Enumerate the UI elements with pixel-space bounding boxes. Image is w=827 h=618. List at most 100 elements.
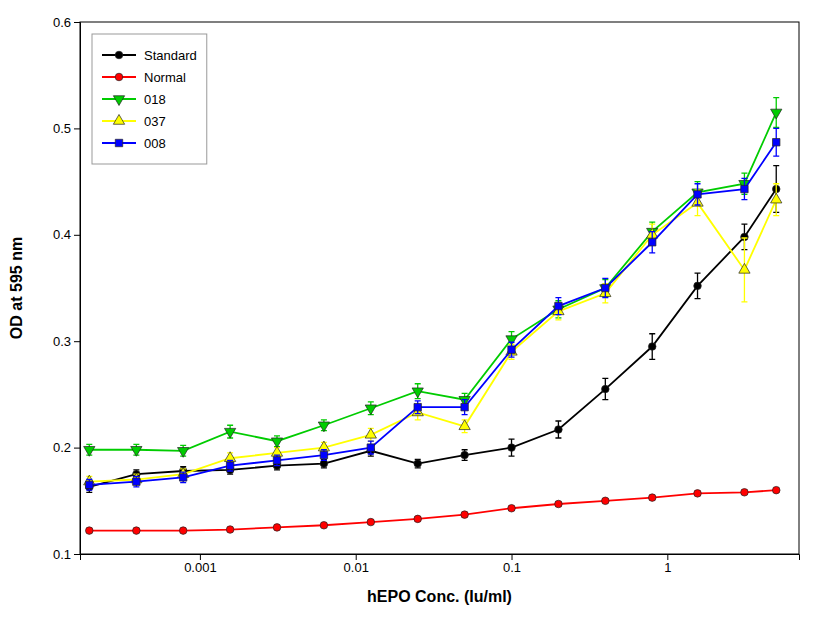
error-bar bbox=[509, 439, 515, 456]
series-line bbox=[89, 189, 776, 487]
point bbox=[771, 193, 782, 203]
x-axis-title: hEPO Conc. (Iu/ml) bbox=[367, 588, 512, 605]
point bbox=[461, 451, 469, 459]
tick-label: 0.4 bbox=[53, 227, 71, 242]
error-bar bbox=[509, 342, 515, 357]
tick: 0.1 bbox=[53, 547, 80, 562]
point bbox=[461, 403, 468, 410]
series bbox=[85, 166, 780, 493]
error-bar bbox=[133, 476, 139, 487]
legend-item: Standard bbox=[102, 48, 197, 63]
error-bar bbox=[773, 128, 779, 156]
tick: 0.5 bbox=[53, 121, 80, 136]
error-bar bbox=[227, 460, 233, 471]
legend-label: 018 bbox=[144, 92, 166, 107]
point bbox=[506, 345, 517, 355]
tick-mark bbox=[74, 554, 80, 555]
legend-item: 008 bbox=[102, 136, 166, 151]
point bbox=[367, 444, 374, 451]
plot-frame bbox=[80, 22, 799, 554]
error-bar bbox=[649, 232, 655, 253]
tick-label: 0.3 bbox=[53, 334, 71, 349]
point bbox=[226, 462, 233, 469]
tick-mark bbox=[512, 554, 513, 560]
legend-label: 037 bbox=[144, 114, 166, 129]
error-bar bbox=[180, 472, 186, 483]
point bbox=[414, 515, 422, 523]
axis-line bbox=[74, 23, 81, 555]
tick-label: 1 bbox=[664, 560, 671, 575]
error-bar bbox=[462, 400, 468, 415]
point bbox=[459, 420, 470, 430]
point bbox=[226, 526, 234, 534]
point bbox=[84, 446, 95, 456]
point bbox=[773, 139, 780, 146]
series bbox=[86, 128, 780, 490]
point bbox=[739, 263, 750, 273]
chart: 0.001 0.01 0.1 1 0.1 0.2 0.3 0.4 0.5 0.6 hEPO Conc… bbox=[0, 0, 827, 618]
point bbox=[178, 448, 189, 458]
point bbox=[179, 474, 186, 481]
legend-box bbox=[92, 34, 207, 164]
point bbox=[649, 239, 656, 246]
point bbox=[85, 527, 93, 535]
tick: 0.1 bbox=[503, 554, 521, 575]
point bbox=[365, 428, 376, 438]
point bbox=[692, 189, 703, 199]
tick-label: 0.001 bbox=[184, 560, 217, 575]
point bbox=[648, 494, 656, 502]
y-axis: 0.1 0.2 0.3 0.4 0.5 0.6 bbox=[53, 15, 81, 562]
legend-label: Standard bbox=[144, 48, 197, 63]
point bbox=[602, 497, 610, 505]
point bbox=[367, 518, 375, 526]
tick: 0.001 bbox=[184, 554, 217, 575]
point bbox=[320, 451, 327, 458]
series-line bbox=[89, 200, 776, 482]
point bbox=[133, 527, 141, 535]
legend-marker bbox=[113, 114, 124, 124]
legend-marker bbox=[115, 139, 122, 146]
point bbox=[133, 478, 140, 485]
error-bar bbox=[368, 441, 374, 454]
error-bar bbox=[321, 450, 327, 461]
error-bar bbox=[602, 378, 608, 399]
series bbox=[84, 184, 782, 487]
legend: StandardNormal018037008 bbox=[92, 34, 207, 164]
tick-label: 0.6 bbox=[53, 15, 71, 30]
point bbox=[741, 185, 748, 192]
point bbox=[414, 460, 422, 468]
error-bar bbox=[415, 401, 421, 414]
tick: 0.01 bbox=[344, 554, 369, 575]
point bbox=[412, 388, 423, 398]
tick-mark bbox=[74, 22, 80, 23]
tick-label: 0.1 bbox=[503, 560, 521, 575]
point bbox=[131, 446, 142, 456]
tick: 1 bbox=[664, 554, 671, 575]
legend-item: 018 bbox=[102, 92, 166, 107]
point bbox=[318, 422, 329, 432]
error-bar bbox=[695, 184, 701, 205]
tick: 0.2 bbox=[53, 440, 80, 455]
point bbox=[694, 191, 701, 198]
series-line bbox=[89, 142, 776, 485]
point bbox=[741, 489, 749, 497]
point bbox=[602, 284, 609, 291]
point bbox=[224, 428, 235, 438]
tick-mark bbox=[74, 341, 80, 342]
tick-label: 0.1 bbox=[53, 547, 71, 562]
point bbox=[508, 346, 515, 353]
error-bar bbox=[695, 273, 701, 299]
error-bar bbox=[274, 455, 280, 466]
error-bar bbox=[741, 178, 747, 199]
error-bar bbox=[602, 278, 608, 297]
tick-mark bbox=[667, 554, 668, 560]
point bbox=[273, 457, 280, 464]
error-bar bbox=[415, 459, 421, 468]
point bbox=[694, 490, 702, 498]
point bbox=[555, 426, 563, 434]
tick-mark bbox=[74, 235, 80, 236]
point bbox=[179, 527, 187, 535]
point bbox=[772, 486, 780, 494]
point bbox=[508, 504, 516, 512]
point bbox=[273, 524, 281, 532]
